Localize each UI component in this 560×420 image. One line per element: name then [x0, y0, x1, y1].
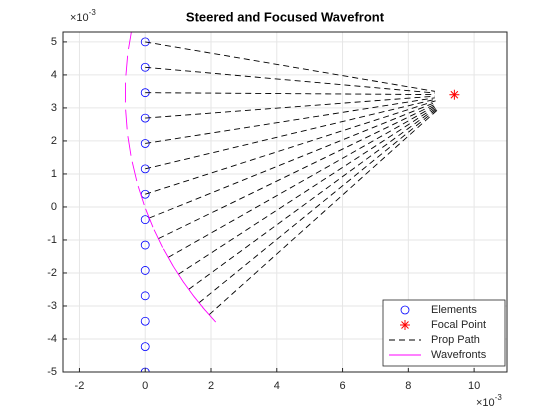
x-tick-label: 2 [208, 380, 214, 392]
y-tick-label: -1 [47, 234, 57, 246]
x-exponent-label: ×10-3 [476, 393, 502, 409]
legend-label: Wavefronts [431, 349, 487, 361]
plot-marks [124, 32, 460, 372]
legend: Elements Focal Point Prop Path Wavefronts [382, 299, 506, 367]
x-tick-label: -2 [75, 380, 85, 392]
legend-label: Elements [431, 304, 477, 316]
y-exponent: -3 [89, 8, 97, 17]
y-tick-label: -4 [47, 333, 57, 345]
legend-label: Prop Path [431, 334, 480, 346]
x-tick-label: 0 [142, 380, 148, 392]
element-marker [140, 139, 150, 148]
element-marker [140, 240, 150, 250]
element-marker [140, 164, 150, 174]
wavefront-line [124, 32, 217, 323]
chart-title: Steered and Focused Wavefront [186, 9, 385, 24]
y-tick-label: -2 [47, 267, 57, 279]
x-tick-label: 10 [468, 380, 480, 392]
y-tick-label: 0 [51, 201, 57, 213]
y-tick-label: -3 [47, 300, 57, 312]
element-marker [140, 291, 150, 301]
y-tick-label: 2 [51, 135, 57, 147]
focal-point-marker [449, 89, 460, 100]
element-marker [140, 316, 150, 326]
star-stroke [450, 90, 459, 99]
x-multiplier: ×10 [476, 397, 495, 409]
prop-path-line [145, 41, 440, 315]
x-tick-label: 6 [339, 380, 345, 392]
y-tick-label: -5 [47, 366, 57, 378]
element-marker [140, 342, 150, 352]
y-multiplier: ×10 [70, 12, 89, 24]
ticks: -2 0 2 4 6 8 10 -5 -4 -3 -2 -1 0 1 2 3 4 5 [47, 36, 480, 392]
y-tick-label: 5 [51, 36, 57, 48]
x-tick-label: 8 [405, 380, 411, 392]
y-exponent-label: ×10-3 [70, 8, 96, 24]
star-stroke [401, 321, 409, 329]
legend-symbol [400, 305, 410, 315]
x-exponent: -3 [495, 393, 503, 402]
legend-label: Focal Point [431, 319, 486, 331]
y-tick-label: 4 [51, 69, 57, 81]
legend-symbol [400, 320, 410, 330]
y-tick-label: 1 [51, 168, 57, 180]
element-marker [140, 266, 150, 275]
x-tick-label: 4 [274, 380, 280, 392]
y-tick-label: 3 [51, 102, 57, 114]
axes-box [62, 31, 508, 373]
element-marker [140, 215, 150, 225]
element-marker [140, 37, 150, 47]
